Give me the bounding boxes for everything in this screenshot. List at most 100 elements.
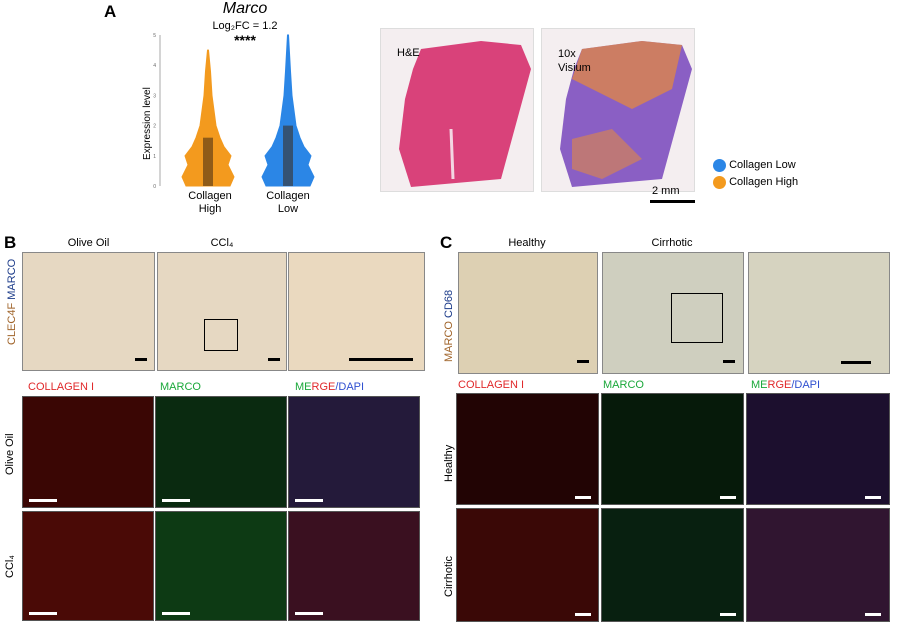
- visium-label-line2: Visium: [558, 62, 591, 74]
- legend-label-low: Collagen Low: [729, 159, 796, 171]
- b-side-clec4f: CLEC4F: [6, 302, 18, 345]
- c-ihc-side-label: MARCO CD68: [443, 290, 455, 362]
- c-ihc-scale-1: [577, 360, 589, 363]
- group-label-high-line2: High: [198, 203, 222, 215]
- c-merge-me: ME: [751, 379, 768, 391]
- group-label-high: Collagen High: [180, 190, 240, 216]
- visium-label: 10x Visium: [558, 47, 591, 75]
- group-label-low: Collagen Low: [258, 190, 318, 216]
- c-ihc-scale-3: [841, 361, 871, 364]
- box-0: [203, 137, 213, 186]
- c-ihc-healthy: [458, 252, 598, 374]
- violin-marks: [181, 34, 315, 187]
- b-merge-dapi: /DAPI: [335, 381, 365, 393]
- b-fl-head-merge: MERGE/DAPI: [295, 381, 364, 393]
- b-side-marco: MARCO: [6, 258, 18, 300]
- violin-0: [181, 49, 235, 187]
- c-ihc-cirrhotic-zoom: [748, 252, 890, 374]
- c-row1-label: Healthy: [443, 444, 455, 482]
- panel-b-letter: B: [4, 233, 17, 252]
- b-col1-label: Olive Oil: [67, 237, 110, 249]
- c-fl-merge-healthy: [746, 393, 890, 505]
- y-tick-label: 4: [153, 63, 156, 69]
- legend-dot-high: [713, 175, 726, 189]
- b-fl-collagen-olive: [22, 396, 154, 508]
- b-ihc-ccl4: [157, 252, 287, 371]
- b-ihc-olive-oil: [22, 252, 155, 371]
- c-ihc-cirrhotic: [602, 252, 744, 374]
- c-merge-dapi: /DAPI: [791, 379, 821, 391]
- y-ticks: 0 1 2 3 4 5: [153, 33, 156, 190]
- c-fl-head-marco: MARCO: [603, 379, 644, 391]
- b-fl-scale-6: [295, 612, 323, 615]
- visium-tissue-shape: [560, 41, 692, 187]
- legend-item-high: Collagen High: [713, 174, 798, 191]
- c-fl-scale-6: [865, 613, 881, 616]
- gene-title: Marco: [222, 0, 268, 17]
- visium-label-line1: 10x: [558, 48, 576, 60]
- b-ihc-scale-1: [135, 358, 147, 361]
- b-fl-scale-3: [295, 499, 323, 502]
- b-row1-label: Olive Oil: [4, 433, 16, 475]
- c-col1-label: Healthy: [508, 237, 546, 249]
- panel-a-letter: A: [104, 2, 117, 21]
- b-fl-merge-ccl4: [288, 511, 420, 621]
- b-fl-head-collagen: COLLAGEN I: [28, 381, 95, 393]
- c-side-cd68: CD68: [443, 289, 455, 318]
- y-axis-label: Expression level: [142, 87, 153, 160]
- box-1: [283, 125, 293, 186]
- c-ihc-scale-2: [723, 360, 735, 363]
- b-col2-label: CCl₄: [210, 237, 234, 249]
- group-label-high-line1: Collagen: [188, 190, 232, 202]
- b-ihc-ccl4-zoom: [288, 252, 425, 371]
- b-row2-label: CCl₄: [4, 555, 16, 578]
- he-image: H&E: [380, 28, 534, 192]
- c-col2-label: Cirrhotic: [651, 237, 693, 249]
- b-ihc-side-label: CLEC4F MARCO: [6, 259, 18, 345]
- scalebar-a: [650, 200, 695, 203]
- significance-stars: ****: [234, 32, 256, 48]
- c-zoom-box: [671, 293, 723, 343]
- legend-label-high: Collagen High: [729, 176, 799, 188]
- b-merge-rge: RGE: [311, 381, 336, 393]
- b-fl-head-marco: MARCO: [160, 381, 201, 393]
- c-fl-head-collagen: COLLAGEN I: [458, 379, 525, 391]
- b-fl-marco-ccl4: [155, 511, 287, 621]
- c-fl-merge-cirrhotic: [746, 508, 890, 622]
- panel-c-letter: C: [440, 233, 453, 252]
- legend-item-low: Collagen Low: [713, 157, 798, 174]
- b-merge-me: ME: [295, 381, 312, 393]
- c-fl-scale-4: [575, 613, 591, 616]
- c-fl-marco-cirrhotic: [601, 508, 744, 622]
- y-tick-label: 3: [153, 93, 156, 99]
- b-fl-scale-5: [162, 612, 190, 615]
- log2fc-label: Log₂FC = 1.2: [212, 20, 278, 32]
- c-fl-scale-1: [575, 496, 591, 499]
- y-tick-label: 0: [153, 184, 156, 190]
- group-label-low-line1: Collagen: [266, 190, 310, 202]
- he-label: H&E: [397, 47, 420, 59]
- violin-1: [261, 34, 315, 187]
- scalebar-a-label: 2 mm: [652, 185, 680, 197]
- b-fl-merge-olive: [288, 396, 420, 508]
- c-merge-rge: RGE: [767, 379, 792, 391]
- group-label-low-line2: Low: [277, 203, 299, 215]
- b-fl-scale-2: [162, 499, 190, 502]
- y-tick-label: 2: [153, 124, 156, 130]
- c-side-marco: MARCO: [443, 321, 455, 362]
- legend: Collagen Low Collagen High: [713, 157, 798, 191]
- c-row2-label: Cirrhotic: [443, 556, 455, 597]
- b-fl-collagen-ccl4: [22, 511, 154, 621]
- legend-dot-low: [713, 158, 726, 172]
- c-fl-scale-3: [865, 496, 881, 499]
- b-zoom-box: [204, 319, 238, 351]
- visium-image: 10x Visium: [541, 28, 695, 192]
- he-tissue-shape: [399, 41, 531, 187]
- b-fl-scale-4: [29, 612, 57, 615]
- c-fl-collagen-healthy: [456, 393, 599, 505]
- b-ihc-scale-3: [349, 358, 413, 361]
- b-fl-scale-1: [29, 499, 57, 502]
- y-tick-label: 1: [153, 154, 156, 160]
- c-fl-head-merge: MERGE/DAPI: [751, 379, 820, 391]
- b-fl-marco-olive: [155, 396, 287, 508]
